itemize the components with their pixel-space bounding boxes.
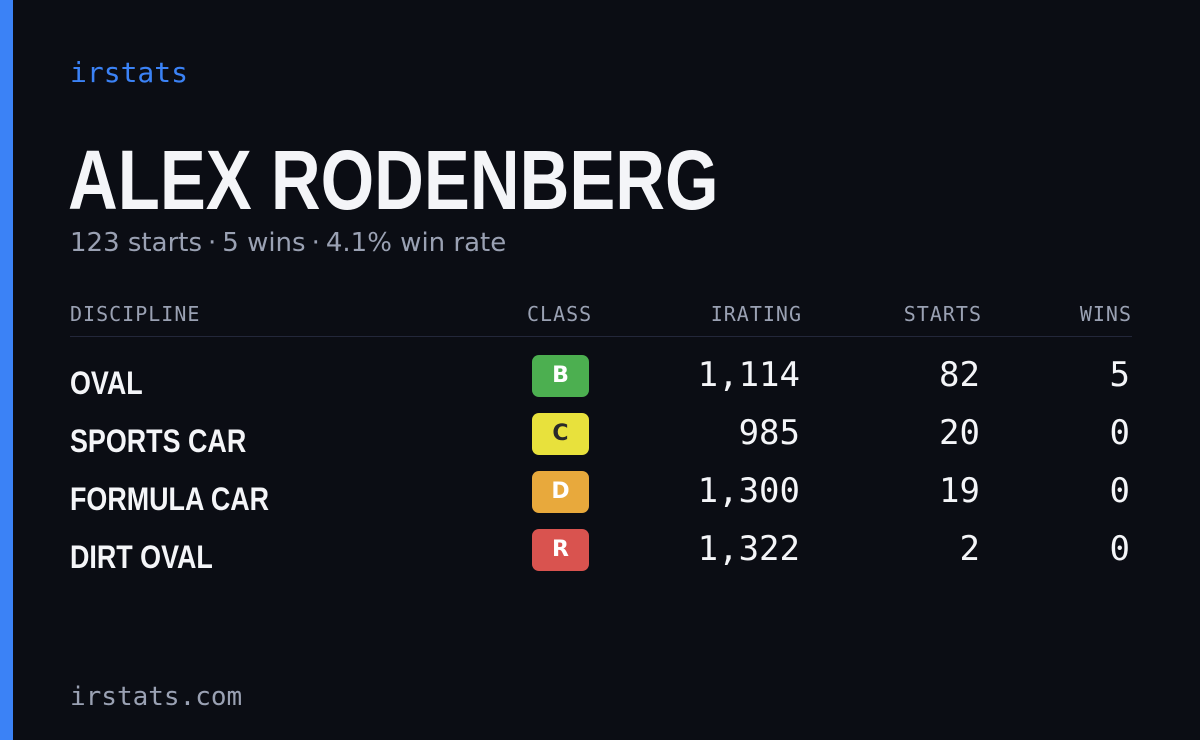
- wins-value: 0: [1109, 413, 1130, 453]
- footer-url: irstats.com: [70, 682, 243, 712]
- summary-separator: ·: [311, 228, 320, 258]
- table-row: DIRT OVAL R 1,322 2 0: [70, 525, 1132, 583]
- summary-separator: ·: [208, 228, 217, 258]
- table-row: OVAL B 1,114 82 5: [70, 351, 1132, 409]
- starts-value: 2: [959, 529, 980, 569]
- driver-summary: 123 starts · 5 wins · 4.1% win rate: [70, 228, 506, 258]
- brand-logo-text: irstats: [70, 56, 189, 89]
- driver-name: ALEX RODENBERG: [68, 133, 719, 227]
- irating-value: 1,300: [697, 471, 800, 511]
- discipline-name: DIRT OVAL: [70, 539, 213, 575]
- license-class-badge: C: [532, 413, 589, 455]
- wins-value: 0: [1109, 471, 1130, 511]
- header-irating: IRATING: [710, 302, 802, 326]
- starts-value: 82: [939, 355, 980, 395]
- discipline-name: OVAL: [70, 365, 143, 401]
- header-class: CLASS: [527, 302, 593, 326]
- discipline-name: FORMULA CAR: [70, 481, 270, 517]
- starts-value: 20: [939, 413, 980, 453]
- accent-bar: [0, 0, 13, 740]
- header-starts: STARTS: [903, 302, 982, 326]
- header-wins: WINS: [1079, 302, 1132, 326]
- table-row: SPORTS CAR C 985 20 0: [70, 409, 1132, 467]
- license-class-badge: D: [532, 471, 589, 513]
- discipline-name: SPORTS CAR: [70, 423, 247, 459]
- starts-value: 19: [939, 471, 980, 511]
- table-row: FORMULA CAR D 1,300 19 0: [70, 467, 1132, 525]
- wins-value: 0: [1109, 529, 1130, 569]
- license-class-badge: R: [532, 529, 589, 571]
- irating-value: 1,114: [697, 355, 800, 395]
- summary-win-rate: 4.1% win rate: [325, 228, 507, 258]
- license-stats-table: DISCIPLINE CLASS IRATING STARTS WINS OVA…: [70, 296, 1132, 583]
- wins-value: 5: [1109, 355, 1130, 395]
- irating-value: 1,322: [697, 529, 800, 569]
- table-body: OVAL B 1,114 82 5 SPORTS CAR C 985 20 0 …: [70, 337, 1132, 583]
- summary-starts: 123 starts: [70, 228, 202, 258]
- irating-value: 985: [738, 413, 800, 453]
- table-header: DISCIPLINE CLASS IRATING STARTS WINS: [70, 296, 1132, 337]
- header-discipline: DISCIPLINE: [70, 302, 201, 326]
- license-class-badge: B: [532, 355, 589, 397]
- summary-wins: 5 wins: [222, 228, 306, 258]
